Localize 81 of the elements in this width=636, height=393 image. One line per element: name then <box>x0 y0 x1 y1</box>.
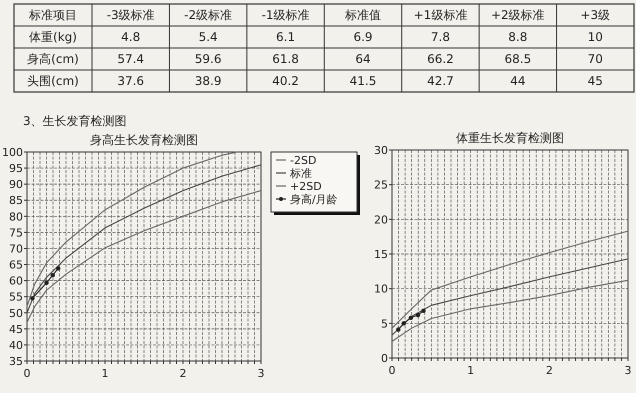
point <box>416 312 420 318</box>
line-series <box>26 151 238 307</box>
y-tick-label: 头围(cm) <box>27 74 79 88</box>
x-tick-label: 3 <box>258 367 264 380</box>
data-label: 37.6 <box>117 74 144 88</box>
data-label: 70 <box>588 52 603 66</box>
y-tick-label: 5 <box>381 317 388 330</box>
legend-label: 标准 <box>289 167 312 180</box>
y-tick-label: 40 <box>9 338 23 352</box>
x-tick-label: 标准值 <box>344 8 381 22</box>
data-label: 6.1 <box>276 30 296 44</box>
point <box>30 296 35 300</box>
data-label: 66.2 <box>427 52 454 66</box>
line-series <box>391 230 629 329</box>
point <box>50 272 55 278</box>
y-tick-label: 55 <box>9 290 23 304</box>
y-tick-label: 20 <box>374 213 388 226</box>
data-label: 68.5 <box>504 52 532 66</box>
data-label: 57.4 <box>117 52 144 66</box>
line-series <box>391 280 629 342</box>
x-tick-label: +1级标准 <box>414 8 468 22</box>
data-label: 64 <box>355 52 371 66</box>
y-tick-label: 0 <box>381 352 388 365</box>
x-tick-label: -1级标准 <box>262 8 310 22</box>
y-tick-label: 35 <box>9 355 23 368</box>
legend-label: 身高/月龄 <box>290 193 338 206</box>
data-label: 44 <box>510 74 526 88</box>
data-label: 7.8 <box>430 30 450 44</box>
chart-title: 身高生长发育检测图 <box>90 133 198 147</box>
point <box>421 308 426 314</box>
y-tick-label: 10 <box>374 282 388 296</box>
line-series <box>26 190 262 323</box>
y-tick-label: 45 <box>9 322 23 336</box>
y-tick-label: 身高(cm) <box>27 52 79 66</box>
y-tick-label: 85 <box>9 194 23 208</box>
line-series <box>391 258 629 336</box>
data-label: 42.7 <box>427 74 454 88</box>
y-tick-label: 80 <box>9 210 23 224</box>
chart-title: 体重生长发育检测图 <box>456 131 564 145</box>
data-label: 8.8 <box>508 30 528 44</box>
legend-label: +2SD <box>290 180 322 193</box>
point <box>56 266 60 271</box>
y-tick-label: 75 <box>9 226 23 240</box>
y-tick-label: 30 <box>374 144 388 157</box>
x-tick-label: -2级标准 <box>184 8 232 22</box>
point <box>44 280 49 286</box>
data-label: 10 <box>588 30 603 44</box>
x-tick-label: 2 <box>546 364 553 377</box>
y-tick-label: 60 <box>9 274 23 288</box>
x-tick-label: +3级 <box>580 8 610 22</box>
y-tick-label: 100 <box>2 146 23 159</box>
y-tick-label: 50 <box>9 306 23 320</box>
x-tick-label: +2级标准 <box>491 8 545 22</box>
y-tick-label: 体重(kg) <box>29 30 77 44</box>
x-tick-label: 3 <box>624 364 632 377</box>
y-tick-label: 65 <box>9 258 23 272</box>
y-tick-label: 25 <box>374 178 388 192</box>
data-label: 61.8 <box>272 52 299 66</box>
text: 标准项目 <box>28 8 77 22</box>
legend-label: -2SD <box>290 154 316 167</box>
point <box>396 327 400 332</box>
data-label: 59.6 <box>194 52 222 66</box>
y-tick-label: 90 <box>9 178 23 192</box>
x-tick-label: 2 <box>180 367 186 380</box>
data-label: 38.9 <box>194 74 222 88</box>
y-tick-label: 70 <box>9 242 23 256</box>
data-label: 6.9 <box>353 30 373 44</box>
data-label: 41.5 <box>350 74 376 88</box>
data-label: 40.2 <box>272 74 299 88</box>
x-tick-label: -3级标准 <box>106 8 155 22</box>
data-label: 45 <box>588 74 603 88</box>
data-label: 5.4 <box>198 30 218 44</box>
x-tick-label: 1 <box>102 367 108 380</box>
y-tick-label: 95 <box>9 162 23 176</box>
line-series <box>26 164 262 314</box>
text: 3、生长发育检测图 <box>23 114 127 128</box>
point <box>408 316 414 320</box>
data-label: 4.8 <box>121 30 140 44</box>
x-tick-label: 1 <box>467 364 474 377</box>
y-tick-label: 15 <box>374 248 388 261</box>
point <box>402 321 406 326</box>
